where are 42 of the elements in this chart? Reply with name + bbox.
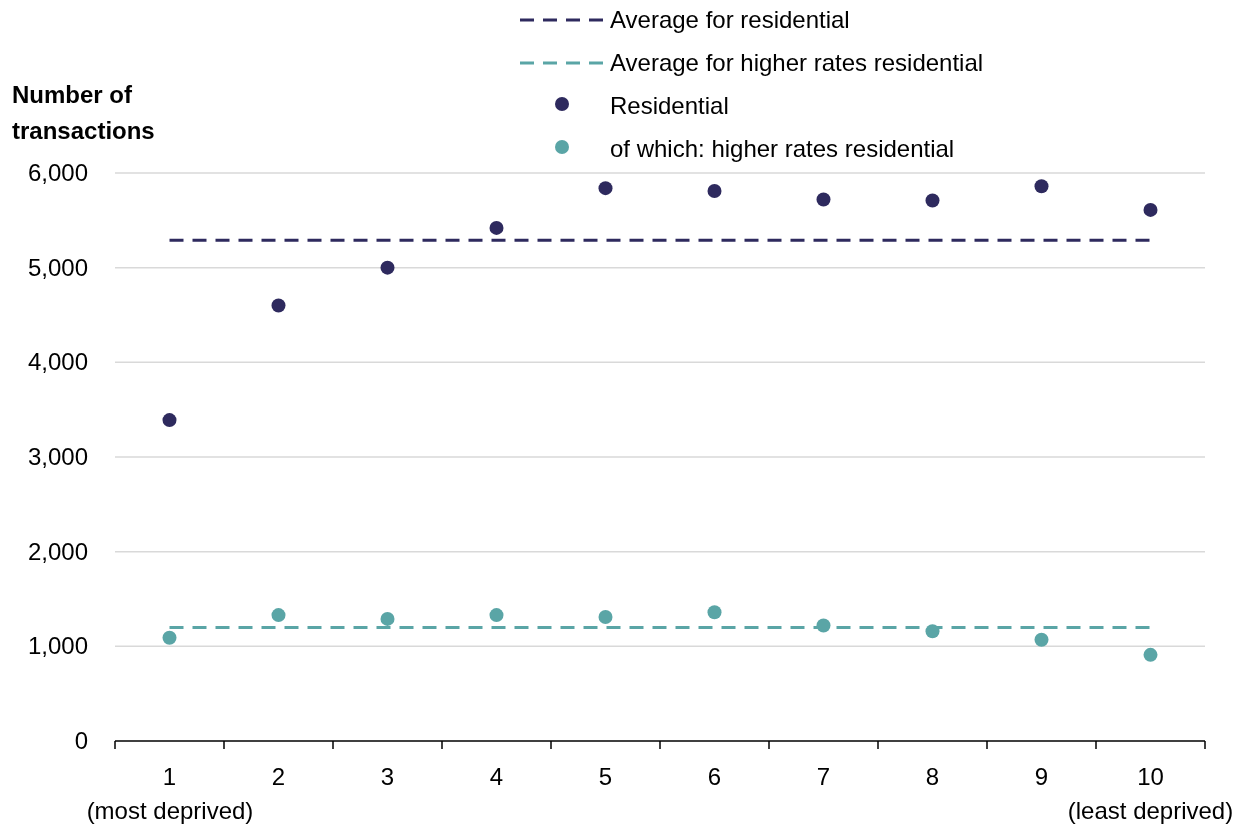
legend-label: Residential	[610, 92, 729, 119]
point	[598, 181, 613, 196]
x-tick-label: 4	[489, 763, 504, 790]
y-tick-label: 4,000	[27, 348, 88, 376]
y-tick-label: 2,000	[27, 537, 88, 565]
point	[598, 609, 613, 624]
x-tick-label: 10 (least deprived)	[1067, 763, 1234, 824]
point	[380, 611, 395, 626]
point	[816, 192, 831, 207]
point	[489, 608, 504, 623]
point	[380, 260, 395, 275]
point	[925, 624, 940, 639]
point	[707, 605, 722, 620]
point	[1143, 647, 1158, 662]
point	[271, 608, 286, 623]
y-tick-label: 6,000	[27, 159, 88, 186]
y-tick-label: 1,000	[27, 632, 88, 660]
legend-label: Average for higher rates residential	[610, 49, 984, 76]
x-tick-label: 5	[598, 763, 613, 790]
point	[925, 193, 940, 208]
point	[816, 618, 831, 633]
x-tick-label: 1 (most deprived)	[86, 763, 254, 824]
x-tick-label: 8	[925, 763, 940, 790]
legend-label: of which: higher rates residential	[610, 135, 955, 162]
point	[271, 298, 286, 313]
point	[1034, 179, 1049, 194]
point	[1034, 632, 1049, 647]
point	[1143, 202, 1158, 217]
x-tick-label: 9	[1034, 763, 1049, 790]
x-tick-label: 2	[271, 763, 286, 790]
y-tick-label: 5,000	[27, 253, 88, 281]
x-tick-label: 6	[707, 763, 722, 790]
x-tick-label: 7	[816, 763, 831, 790]
legend-label: Average for residential	[610, 6, 850, 33]
y-tick-label: 0	[74, 727, 88, 754]
point	[489, 220, 504, 235]
point	[162, 413, 177, 428]
point	[707, 183, 722, 198]
y-tick-label: 3,000	[27, 443, 88, 470]
y-axis-title: Number of transactions	[12, 81, 155, 144]
point	[162, 630, 177, 645]
x-tick-label: 3	[380, 763, 395, 790]
